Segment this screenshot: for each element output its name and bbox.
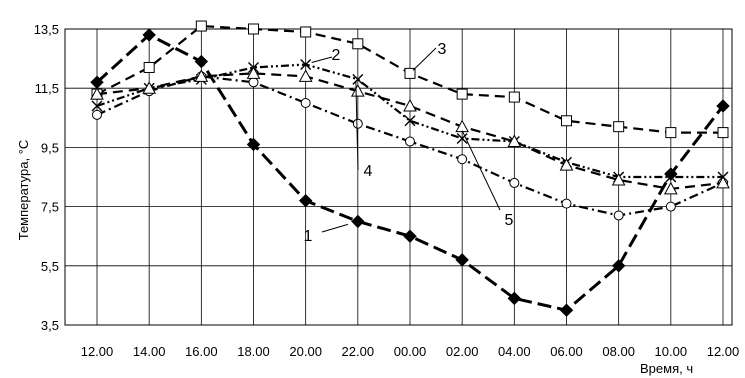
y-tick-label: 7,5 <box>41 200 59 215</box>
x-tick-label: 12.00 <box>707 344 740 359</box>
callout-label: 3 <box>438 41 447 58</box>
data-point <box>142 81 157 94</box>
data-point <box>300 59 312 71</box>
x-tick-label: 14.00 <box>133 344 166 359</box>
data-point <box>559 303 574 317</box>
data-point <box>300 26 312 38</box>
x-tick-label: 20.00 <box>289 344 322 359</box>
data-point <box>351 214 365 229</box>
data-point <box>298 193 313 208</box>
y-tick-label: 5,5 <box>41 259 59 274</box>
data-point <box>717 127 729 139</box>
y-axis-label: Температура, °С <box>16 140 31 241</box>
callout-leader <box>461 130 501 211</box>
data-point <box>561 198 572 209</box>
data-point <box>248 23 259 35</box>
callouts: 1 2 3 4 5 <box>304 41 514 245</box>
x-tick-label: 04.00 <box>498 344 531 359</box>
data-point <box>509 177 520 188</box>
data-point <box>508 91 520 103</box>
x-tick-label: 08.00 <box>602 344 635 359</box>
data-point <box>403 229 417 243</box>
data-point <box>246 137 261 152</box>
data-point <box>92 109 102 120</box>
data-point <box>613 121 625 133</box>
data-point <box>91 100 103 112</box>
data-point <box>561 115 572 127</box>
data-point <box>665 171 677 183</box>
series-1 <box>90 28 730 317</box>
x-tick-label: 00.00 <box>394 344 427 359</box>
y-tick-label: 9,5 <box>41 140 59 155</box>
x-tick-label: 10.00 <box>655 344 688 359</box>
data-point <box>716 99 730 113</box>
data-point <box>611 259 626 273</box>
y-tick-label: 11,5 <box>35 81 59 96</box>
data-point <box>455 253 469 267</box>
series-lines <box>90 20 730 317</box>
data-point <box>248 77 259 88</box>
data-point <box>404 115 416 127</box>
x-tick-labels: 12.00 14.00 16.00 18.00 20.00 22.00 00.00 02.00… <box>81 344 740 359</box>
data-point <box>246 66 261 79</box>
series-5 <box>90 66 730 195</box>
data-point <box>559 158 574 171</box>
data-point <box>90 87 104 100</box>
data-point <box>665 127 677 139</box>
data-point <box>456 133 468 145</box>
callout-leader <box>355 81 359 171</box>
x-tick-label: 16.00 <box>185 344 218 359</box>
plot-frame <box>64 28 733 326</box>
x-tick-label: 22.00 <box>342 344 375 359</box>
data-point <box>507 134 522 147</box>
x-axis-label: Время, ч <box>640 361 693 376</box>
data-point <box>456 88 468 100</box>
data-point <box>507 291 522 306</box>
data-point <box>352 73 364 85</box>
data-point <box>300 98 311 108</box>
data-point <box>352 118 363 129</box>
callout-label: 2 <box>332 47 341 64</box>
grid <box>64 28 733 326</box>
data-point <box>350 84 365 97</box>
data-point <box>352 38 364 50</box>
data-point <box>195 20 207 32</box>
callout-leader <box>321 223 348 233</box>
data-point <box>611 172 626 186</box>
callout-leader <box>412 47 437 71</box>
data-point <box>716 175 730 189</box>
data-point <box>405 136 415 147</box>
x-tick-label: 12.00 <box>81 344 114 359</box>
data-point <box>403 98 417 112</box>
y-tick-labels: 3,5 5,5 7,5 9,5 11,5 13,5 <box>34 22 59 333</box>
data-point <box>194 69 209 82</box>
y-tick-label: 3,5 <box>41 318 59 333</box>
data-point <box>298 69 313 82</box>
callout-leader <box>311 56 333 64</box>
callout-label: 5 <box>505 212 514 229</box>
data-point <box>142 28 156 42</box>
data-point <box>613 210 624 221</box>
y-tick-label: 13,5 <box>34 22 59 37</box>
x-tick-label: 18.00 <box>237 344 270 359</box>
x-tick-label: 06.00 <box>550 344 583 359</box>
data-point <box>404 67 416 79</box>
data-point <box>143 61 155 73</box>
data-point <box>194 54 209 69</box>
callout-label: 4 <box>364 163 373 180</box>
data-point <box>663 181 678 195</box>
callout-label: 1 <box>304 228 313 245</box>
data-point <box>665 201 676 212</box>
data-point <box>457 154 468 165</box>
series-3 <box>91 20 729 139</box>
x-tick-label: 02.00 <box>446 344 479 359</box>
